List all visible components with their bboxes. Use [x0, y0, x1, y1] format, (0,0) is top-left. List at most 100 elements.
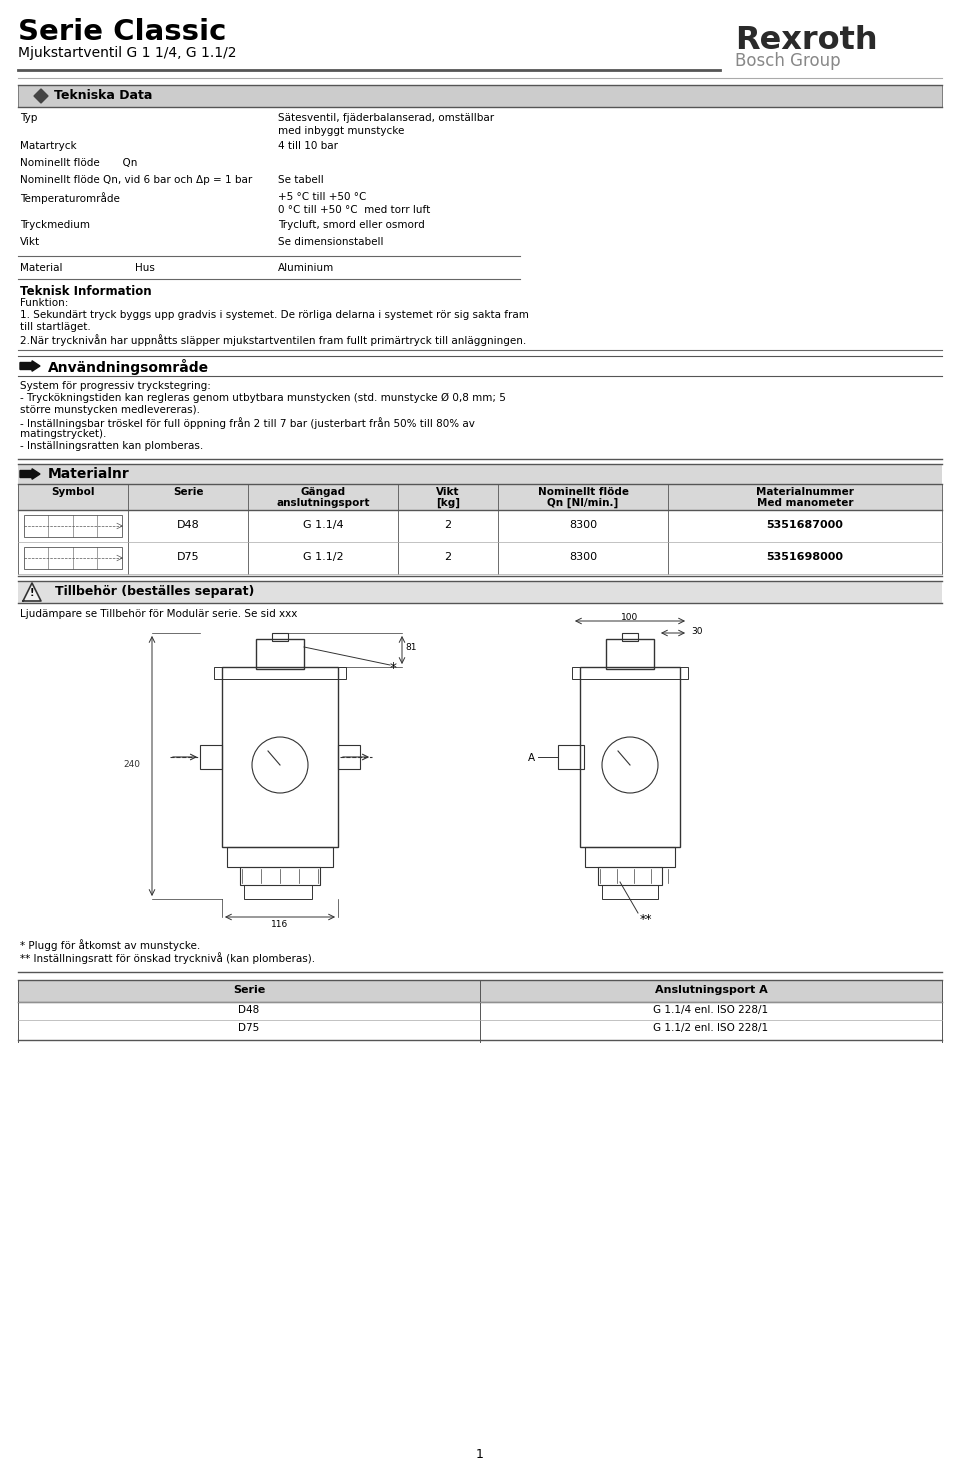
Text: Trycluft, smord eller osmord: Trycluft, smord eller osmord — [278, 220, 424, 231]
Text: Material: Material — [20, 263, 62, 273]
Bar — [244, 884, 312, 899]
Text: 81: 81 — [405, 643, 417, 652]
Text: - Tryckökningstiden kan regleras genom utbytbara munstycken (std. munstycke Ø 0,: - Tryckökningstiden kan regleras genom u… — [20, 394, 506, 403]
Polygon shape — [23, 583, 41, 601]
Text: Gängad: Gängad — [300, 488, 346, 497]
Bar — [214, 667, 346, 679]
Bar — [580, 667, 680, 848]
Bar — [272, 633, 288, 640]
Text: Qn [Nl/min.]: Qn [Nl/min.] — [547, 498, 618, 508]
Text: D48: D48 — [177, 520, 200, 530]
Bar — [222, 667, 338, 848]
Text: 0 °C till +50 °C  med torr luft: 0 °C till +50 °C med torr luft — [278, 206, 430, 214]
Bar — [18, 483, 942, 510]
Bar — [602, 884, 658, 899]
Text: Materialnummer: Materialnummer — [756, 488, 854, 497]
Text: [kg]: [kg] — [436, 498, 460, 508]
Text: Typ: Typ — [20, 113, 37, 123]
Text: Aluminium: Aluminium — [278, 263, 334, 273]
Bar — [572, 667, 688, 679]
Text: Teknisk Information: Teknisk Information — [20, 285, 152, 298]
Text: D75: D75 — [238, 1022, 259, 1033]
Text: Hus: Hus — [135, 263, 155, 273]
Text: *: * — [390, 661, 396, 674]
Text: Nominellt flöde       Qn: Nominellt flöde Qn — [20, 159, 137, 167]
Text: 240: 240 — [124, 759, 140, 768]
Text: matingstrycket).: matingstrycket). — [20, 429, 107, 439]
Bar — [24, 546, 122, 569]
Text: 1. Sekundärt tryck byggs upp gradvis i systemet. De rörliga delarna i systemet r: 1. Sekundärt tryck byggs upp gradvis i s… — [20, 310, 529, 320]
Bar — [558, 745, 584, 768]
Text: D48: D48 — [238, 1005, 259, 1015]
Text: 2.När trycknivån har uppnåtts släpper mjukstartventilen fram fullt primärtryck t: 2.När trycknivån har uppnåtts släpper mj… — [20, 333, 526, 345]
Text: System för progressiv tryckstegring:: System för progressiv tryckstegring: — [20, 380, 211, 391]
Text: 5351698000: 5351698000 — [766, 552, 844, 563]
Bar — [18, 85, 942, 107]
Text: med inbyggt munstycke: med inbyggt munstycke — [278, 126, 404, 137]
Text: 8300: 8300 — [569, 552, 597, 563]
Text: 1: 1 — [476, 1448, 484, 1462]
Text: Matartryck: Matartryck — [20, 141, 77, 151]
Text: ** Inställningsratt för önskad trycknivå (kan plomberas).: ** Inställningsratt för önskad trycknivå… — [20, 952, 315, 964]
Text: G 1.1/2 enl. ISO 228/1: G 1.1/2 enl. ISO 228/1 — [654, 1022, 769, 1033]
Text: Tillbehör (beställes separat): Tillbehör (beställes separat) — [55, 585, 254, 598]
Text: **: ** — [640, 914, 653, 925]
Text: Funktion:: Funktion: — [20, 298, 68, 308]
Text: G 1.1/4: G 1.1/4 — [302, 520, 344, 530]
Text: Serie: Serie — [233, 986, 265, 995]
Text: Sätesventil, fjäderbalanserad, omställbar: Sätesventil, fjäderbalanserad, omställba… — [278, 113, 494, 123]
Bar — [18, 464, 942, 483]
Text: 4 till 10 bar: 4 till 10 bar — [278, 141, 338, 151]
Text: Serie Classic: Serie Classic — [18, 18, 227, 46]
Text: 2: 2 — [444, 520, 451, 530]
Bar — [200, 745, 222, 768]
Text: 116: 116 — [272, 920, 289, 928]
Text: Rexroth: Rexroth — [735, 25, 877, 56]
Bar — [585, 848, 675, 867]
Polygon shape — [20, 361, 40, 372]
Bar — [227, 848, 333, 867]
Text: - Inställningsbar tröskel för full öppning från 2 till 7 bar (justerbart från 50: - Inställningsbar tröskel för full öppni… — [20, 417, 475, 429]
Text: G 1.1/2: G 1.1/2 — [302, 552, 344, 563]
Text: Vikt: Vikt — [20, 237, 40, 247]
Text: till startläget.: till startläget. — [20, 322, 91, 332]
Text: 5351687000: 5351687000 — [767, 520, 844, 530]
Text: Anslutningsport A: Anslutningsport A — [655, 986, 767, 995]
Text: - Inställningsratten kan plomberas.: - Inställningsratten kan plomberas. — [20, 441, 204, 451]
Polygon shape — [20, 469, 40, 479]
Bar — [338, 745, 360, 768]
Text: +5 °C till +50 °C: +5 °C till +50 °C — [278, 192, 367, 203]
Text: 100: 100 — [621, 613, 638, 621]
Text: A: A — [528, 754, 535, 762]
Text: Serie: Serie — [173, 488, 204, 497]
Text: Nominellt flöde: Nominellt flöde — [538, 488, 629, 497]
Polygon shape — [34, 90, 48, 103]
Bar — [18, 980, 942, 1002]
Text: Temperaturområde: Temperaturområde — [20, 192, 120, 204]
Text: större munstycken medlevereras).: större munstycken medlevereras). — [20, 405, 200, 416]
Text: Nominellt flöde Qn, vid 6 bar och Δp = 1 bar: Nominellt flöde Qn, vid 6 bar och Δp = 1… — [20, 175, 252, 185]
Bar — [622, 633, 638, 640]
Text: Med manometer: Med manometer — [756, 498, 853, 508]
Bar — [18, 582, 942, 602]
Text: Ljudämpare se Tillbehör för Modulär serie. Se sid xxx: Ljudämpare se Tillbehör för Modulär seri… — [20, 610, 298, 618]
Text: Se dimensionstabell: Se dimensionstabell — [278, 237, 383, 247]
Text: 30: 30 — [691, 627, 703, 636]
Bar — [256, 639, 304, 668]
Text: !: ! — [30, 588, 35, 598]
Text: G 1.1/4 enl. ISO 228/1: G 1.1/4 enl. ISO 228/1 — [654, 1005, 769, 1015]
Text: D75: D75 — [177, 552, 200, 563]
Bar — [598, 867, 662, 884]
Bar — [240, 867, 320, 884]
Bar — [606, 639, 654, 668]
Text: Materialnr: Materialnr — [48, 467, 130, 480]
Text: Tekniska Data: Tekniska Data — [54, 90, 153, 101]
Text: anslutningsport: anslutningsport — [276, 498, 370, 508]
Text: Bosch Group: Bosch Group — [735, 51, 841, 71]
Bar — [24, 516, 122, 538]
Text: 8300: 8300 — [569, 520, 597, 530]
Text: Mjukstartventil G 1 1/4, G 1.1/2: Mjukstartventil G 1 1/4, G 1.1/2 — [18, 46, 236, 60]
Text: Symbol: Symbol — [51, 488, 95, 497]
Text: Vikt: Vikt — [436, 488, 460, 497]
Text: Användningsområde: Användningsområde — [48, 358, 209, 375]
